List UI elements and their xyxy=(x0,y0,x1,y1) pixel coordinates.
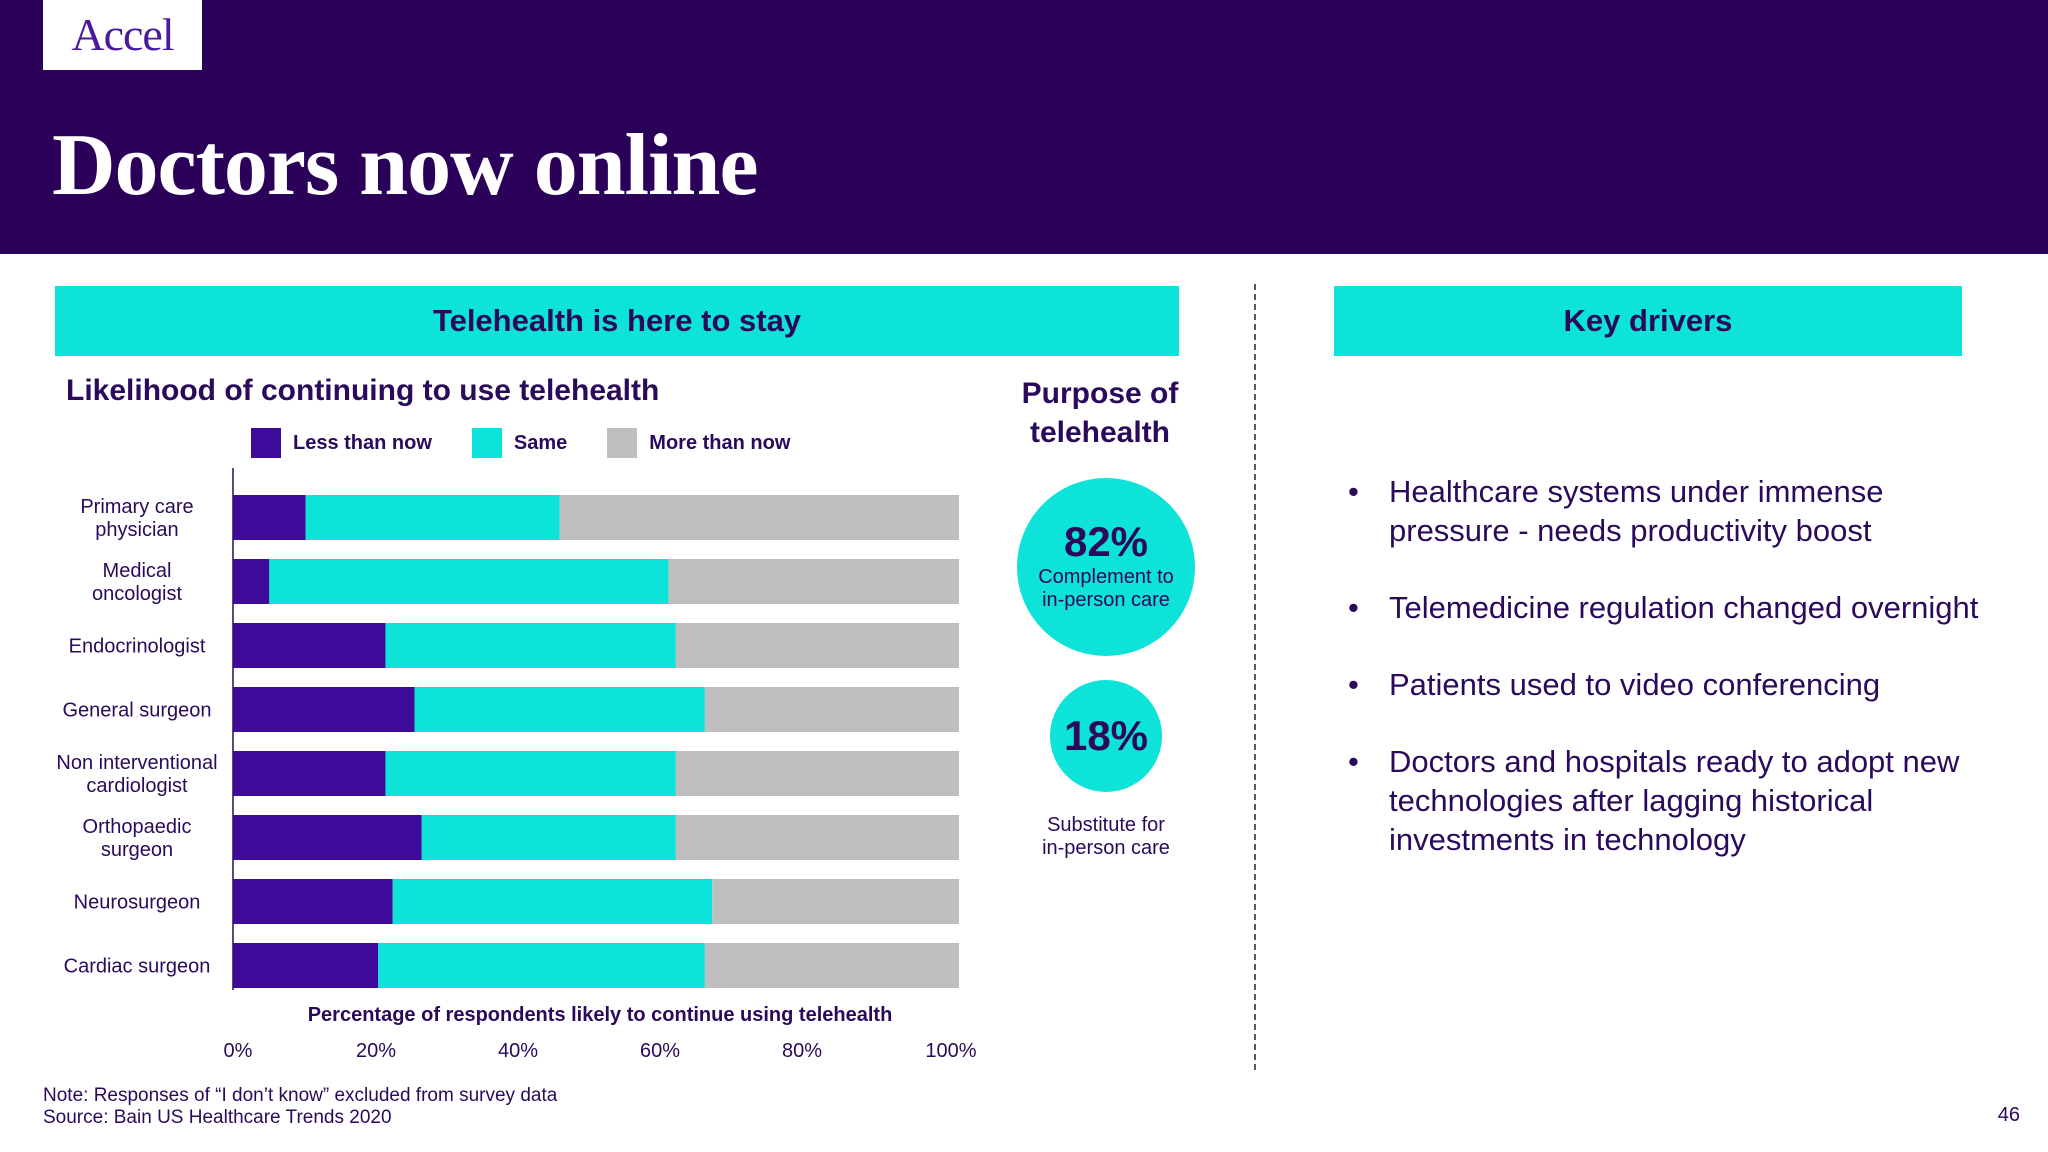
key-driver-item: • Healthcare systems under immense pressu… xyxy=(1348,472,1988,550)
legend-swatch-more xyxy=(607,428,638,458)
x-tick-label: 60% xyxy=(640,1040,680,1062)
category-label: Medical xyxy=(103,560,172,582)
page-number: 46 xyxy=(1997,1104,2020,1126)
bar-more xyxy=(668,559,959,604)
key-drivers-banner: Key drivers xyxy=(1334,286,1962,356)
bar-more xyxy=(675,623,959,668)
x-tick-label: 100% xyxy=(925,1040,976,1062)
category-label: Primary care xyxy=(80,496,193,518)
legend-label-same: Same xyxy=(513,431,568,454)
x-axis-title: Percentage of respondents likely to cont… xyxy=(308,1004,893,1026)
category-label: oncologist xyxy=(92,583,183,605)
category-label: Endocrinologist xyxy=(69,636,206,658)
chart-legend: Less than now Same More than now xyxy=(251,428,830,458)
bar-less xyxy=(233,623,386,668)
substitute-circle: 18% xyxy=(1050,680,1162,792)
category-label: Non interventional xyxy=(56,752,217,774)
bar-less xyxy=(233,943,379,988)
dashed-divider xyxy=(1254,284,1256,1070)
complement-circle: 82% Complement to in-person care xyxy=(1017,478,1195,656)
bar-same xyxy=(392,879,713,924)
bar-less xyxy=(233,751,386,796)
header-bar: Accel Doctors now online xyxy=(0,0,2048,254)
key-driver-item: • Telemedicine regulation changed overnig… xyxy=(1348,588,1988,627)
bullet-icon: • xyxy=(1348,590,1359,625)
substitute-value: 18% xyxy=(1063,712,1149,759)
logo-text: Accel xyxy=(71,9,174,60)
bar-same xyxy=(378,943,705,988)
category-label: Neurosurgeon xyxy=(74,892,201,914)
bar-same xyxy=(269,559,669,604)
category-label: cardiologist xyxy=(86,775,188,797)
bar-less xyxy=(233,559,270,604)
footnote-source: Source: Bain US Healthcare Trends 2020 xyxy=(43,1107,392,1128)
x-tick-label: 20% xyxy=(356,1040,396,1062)
key-driver-item: • Doctors and hospitals ready to adopt ne… xyxy=(1348,742,1988,859)
purpose-title-line2: telehealth xyxy=(1029,416,1171,449)
bar-less xyxy=(233,879,393,924)
legend-swatch-less xyxy=(251,428,281,458)
bar-more xyxy=(675,751,959,796)
legend-item-less: Less than now xyxy=(251,428,432,458)
key-driver-text: Telemedicine regulation changed overnigh… xyxy=(1389,590,1979,625)
bar-more xyxy=(704,943,959,988)
complement-caption-line2: in-person care xyxy=(1042,589,1170,611)
bullet-icon: • xyxy=(1348,667,1359,702)
bar-more xyxy=(675,815,959,860)
telehealth-banner: Telehealth is here to stay xyxy=(55,286,1179,356)
substitute-caption-line1: Substitute for xyxy=(1047,814,1165,836)
x-tick-label: 0% xyxy=(224,1040,253,1062)
bar-more xyxy=(559,495,959,540)
bar-same xyxy=(385,751,676,796)
complement-value: 82% xyxy=(1063,518,1149,565)
bullet-icon: • xyxy=(1348,474,1359,509)
key-drivers-list: • Healthcare systems under immense pressu… xyxy=(1348,472,1988,897)
chart-title: Likelihood of continuing to use teleheal… xyxy=(66,374,660,407)
x-tick-label: 80% xyxy=(782,1040,822,1062)
purpose-title-line1: Purpose of xyxy=(1021,377,1179,410)
bar-more xyxy=(712,879,959,924)
bar-more xyxy=(704,687,959,732)
logo: Accel xyxy=(43,0,202,70)
substitute-caption: Substitute for in-person care xyxy=(1006,814,1206,860)
category-label: physician xyxy=(95,519,178,541)
bar-same xyxy=(385,623,676,668)
key-driver-text: Healthcare systems under immense pressur… xyxy=(1389,474,1884,548)
key-driver-item: • Patients used to video conferencing xyxy=(1348,665,1988,704)
bar-less xyxy=(233,815,422,860)
category-label: General surgeon xyxy=(63,700,212,722)
x-tick-label: 40% xyxy=(498,1040,538,1062)
footnote-note: Note: Responses of “I don’t know” exclud… xyxy=(43,1085,558,1106)
substitute-caption-line2: in-person care xyxy=(1042,837,1170,859)
key-driver-text: Patients used to video conferencing xyxy=(1389,667,1881,702)
bar-less xyxy=(233,495,306,540)
bullet-icon: • xyxy=(1348,744,1359,779)
complement-caption-line1: Complement to xyxy=(1038,566,1174,588)
bar-same xyxy=(421,815,676,860)
key-driver-text: Doctors and hospitals ready to adopt new… xyxy=(1389,744,1960,857)
category-label: Cardiac surgeon xyxy=(64,956,211,978)
bar-same xyxy=(305,495,560,540)
category-label: surgeon xyxy=(101,839,173,861)
legend-label-more: More than now xyxy=(649,431,791,454)
legend-label-less: Less than now xyxy=(293,431,432,454)
purpose-title: Purpose of telehealth xyxy=(1000,374,1200,452)
legend-item-same: Same xyxy=(471,428,568,458)
page-title: Doctors now online xyxy=(52,117,759,214)
bar-less xyxy=(233,687,415,732)
bar-same xyxy=(414,687,705,732)
legend-swatch-same xyxy=(471,428,502,458)
legend-item-more: More than now xyxy=(607,428,790,458)
category-label: Orthopaedic xyxy=(83,816,192,838)
